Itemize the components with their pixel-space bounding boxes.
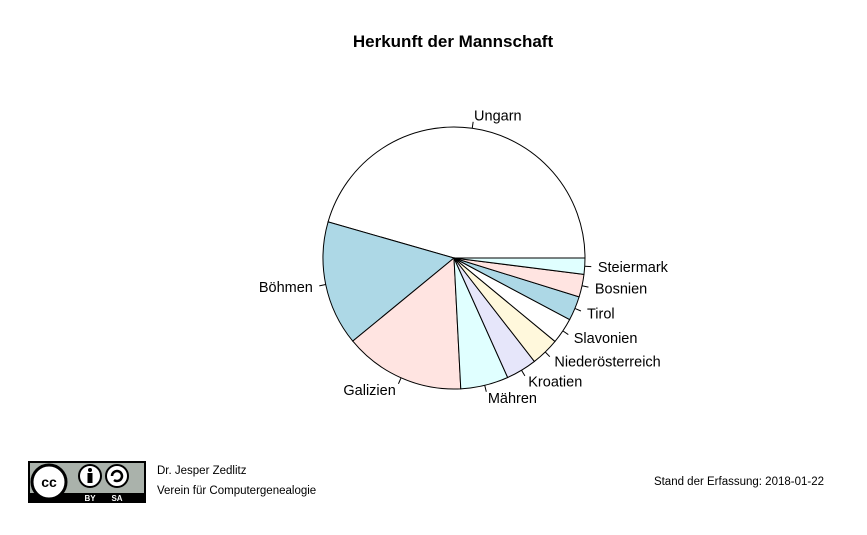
pie-label-tick [521, 370, 526, 377]
pie-label-tick [562, 330, 569, 335]
pie-label: Niederösterreich [554, 354, 660, 370]
pie-slice-2 [352, 256, 462, 390]
pie-label-tick [574, 308, 582, 312]
pie-label-tick [397, 377, 402, 385]
pie-slice-9 [453, 257, 586, 275]
pie-slice-1 [322, 221, 456, 342]
organization-name: Verein für Computergenealogie [157, 485, 317, 497]
chart-title: Herkunft der Mannschaft [353, 32, 554, 51]
pie-label: Mähren [488, 391, 537, 407]
pie-label: Steiermark [598, 260, 669, 276]
svg-text:BY: BY [84, 494, 96, 503]
svg-text:cc: cc [41, 474, 57, 490]
pie-label-tick [581, 285, 589, 288]
date-text: Stand der Erfassung: 2018-01-22 [653, 476, 824, 488]
cc-icon [30, 463, 68, 501]
cc-by-sa-license-logo: cc BY SA [28, 461, 146, 503]
pie-label: Slavonien [574, 331, 638, 347]
pie-label: Böhmen [259, 280, 313, 296]
pie-label: Galizien [343, 383, 395, 399]
pie-label: Kroatien [528, 374, 582, 390]
pie-label-tick [484, 385, 487, 392]
pie-label: Tirol [587, 307, 615, 323]
pie-label-tick [471, 121, 474, 129]
pie-label-tick [544, 351, 551, 358]
pie-label: Bosnien [595, 282, 647, 298]
pie-label-tick [319, 284, 326, 287]
sa-share-alike-icon [105, 464, 129, 488]
pie-label: Ungarn [474, 108, 522, 124]
svg-text:SA: SA [111, 494, 122, 503]
author-name: Dr. Jesper Zedlitz [157, 465, 247, 477]
